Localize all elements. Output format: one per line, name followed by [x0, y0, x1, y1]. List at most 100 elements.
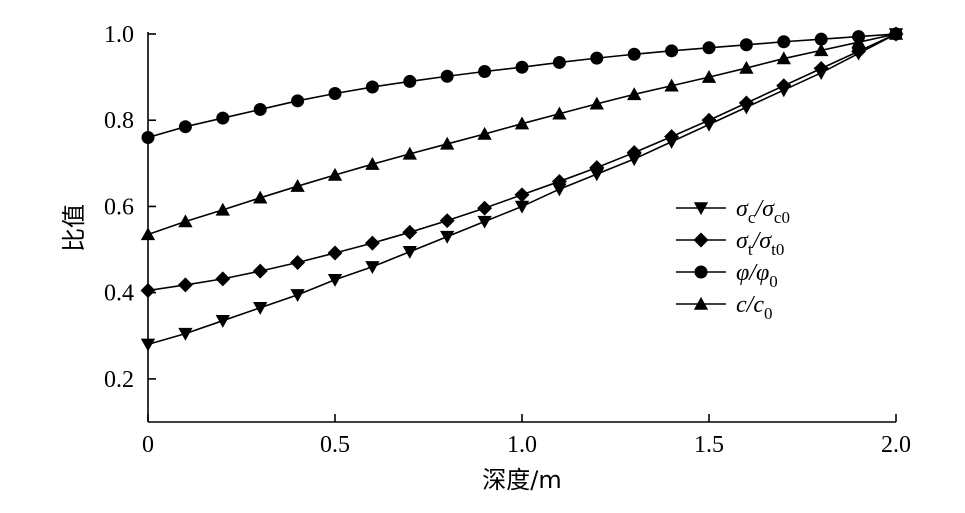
triangle-up-marker	[365, 157, 380, 170]
legend-label-part: c0	[774, 208, 790, 227]
diamond-marker	[215, 271, 231, 287]
x-tick-label: 2.0	[881, 432, 911, 458]
diamond-marker	[693, 232, 709, 248]
x-tick-label: 0	[142, 432, 154, 458]
diamond-marker	[140, 283, 156, 298]
legend-label-part: c	[753, 292, 764, 318]
legend-label: σt/σt0	[736, 228, 784, 259]
circle-marker	[515, 60, 529, 74]
diamond-marker	[364, 235, 380, 251]
x-axis-title: 深度/m	[482, 466, 561, 494]
circle-marker	[253, 102, 267, 116]
triangle-down-marker	[402, 245, 417, 259]
triangle-up-marker	[178, 214, 193, 228]
diamond-marker	[626, 145, 642, 161]
triangle-up-marker	[664, 78, 679, 92]
x-tick-label: 0.5	[320, 432, 350, 458]
triangle-up-marker	[140, 227, 156, 241]
diamond-marker	[177, 277, 193, 293]
triangle-down-marker	[253, 302, 268, 315]
x-tick-label: 1.5	[694, 432, 724, 458]
circle-marker	[440, 69, 454, 83]
circle-marker	[777, 35, 791, 49]
diamond-marker	[290, 255, 306, 270]
legend-label-part: /	[753, 196, 764, 222]
diamond-marker	[776, 78, 792, 94]
triangle-down-marker	[693, 202, 709, 216]
y-axis-title: 比值	[60, 204, 88, 252]
circle-marker	[739, 38, 753, 52]
triangle-up-marker	[627, 87, 642, 101]
diamond-marker	[813, 61, 829, 76]
diamond-marker	[738, 95, 754, 111]
triangle-up-marker	[888, 26, 904, 40]
legend-label-part: σ	[759, 228, 772, 254]
triangle-down-marker	[178, 327, 193, 341]
legend-label: φ/φ0	[736, 260, 778, 291]
legend-entry: σt/σt0	[676, 228, 784, 259]
y-tick-label: 0.6	[104, 194, 134, 220]
circle-marker	[403, 74, 417, 88]
circle-marker	[141, 130, 155, 144]
legend-label-part: σ	[762, 196, 775, 222]
diamond-marker	[851, 43, 867, 59]
x-axis-ticks: 0 0.5 1.0 1.5 2.0	[142, 414, 911, 458]
diamond-marker	[402, 224, 418, 240]
triangle-up-marker	[739, 60, 754, 74]
series-triangle-up	[140, 26, 904, 241]
y-tick-label: 0.4	[104, 281, 134, 307]
triangle-up-marker	[552, 106, 567, 120]
diamond-marker	[439, 213, 455, 229]
triangle-up-marker	[215, 202, 230, 216]
triangle-up-marker	[701, 69, 717, 83]
triangle-down-marker	[215, 314, 230, 328]
legend-label-part: σ	[736, 228, 749, 254]
triangle-up-marker	[290, 179, 305, 192]
series-layer	[140, 26, 904, 352]
circle-marker	[627, 47, 641, 61]
circle-marker	[178, 120, 192, 134]
legend-label-part: /	[745, 292, 756, 318]
circle-marker	[590, 51, 604, 65]
legend-label-part: φ	[736, 260, 749, 286]
diamond-marker	[551, 173, 567, 189]
circle-marker	[552, 55, 566, 69]
series-circle	[141, 27, 903, 144]
series-diamond	[140, 26, 904, 298]
triangle-up-marker	[440, 136, 455, 150]
triangle-up-marker	[589, 96, 604, 110]
circle-marker	[328, 86, 342, 100]
legend-label-part: /	[751, 228, 762, 254]
triangle-up-marker	[814, 43, 829, 57]
triangle-up-marker	[514, 116, 530, 130]
triangle-up-marker	[477, 126, 492, 140]
legend-label-part: φ	[756, 260, 769, 286]
y-axis-ticks: 0.2 0.4 0.6 0.8 1.0	[104, 22, 156, 393]
legend-label: σc/σc0	[736, 196, 790, 227]
diamond-marker	[327, 245, 343, 261]
triangle-down-marker	[552, 183, 567, 197]
diamond-marker	[252, 263, 268, 279]
diamond-marker	[477, 200, 493, 216]
legend-label-part: t	[748, 240, 753, 259]
triangle-up-marker	[851, 35, 866, 48]
y-tick-label: 1.0	[104, 22, 134, 48]
diamond-marker	[514, 187, 530, 203]
y-tick-label: 0.2	[104, 367, 134, 393]
diamond-marker	[701, 112, 717, 128]
circle-marker	[814, 32, 828, 46]
legend-entry: σc/σc0	[676, 196, 790, 227]
legend-label-part: t0	[771, 240, 784, 259]
legend-label-part: σ	[736, 196, 749, 222]
triangle-down-marker	[140, 338, 156, 352]
triangle-down-marker	[327, 274, 343, 287]
legend-entry: φ/φ0	[676, 260, 778, 291]
legend-label-part: 0	[769, 272, 778, 291]
circle-marker	[702, 41, 716, 55]
legend-label-part: /	[747, 260, 758, 286]
triangle-down-marker	[514, 200, 530, 214]
triangle-down-marker	[477, 215, 492, 229]
triangle-down-marker	[290, 289, 305, 302]
